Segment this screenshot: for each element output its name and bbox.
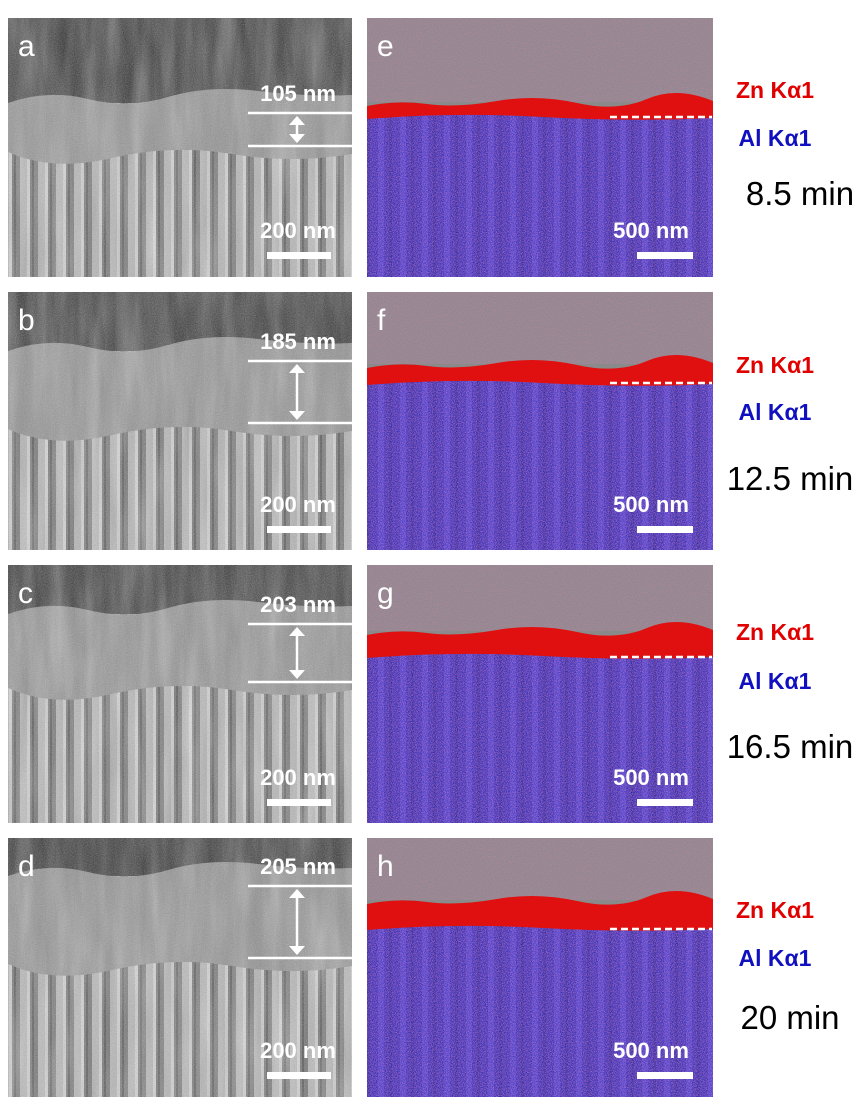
scale-bar — [637, 1072, 693, 1079]
thickness-label: 203 nm — [260, 592, 336, 617]
arrow-head — [289, 116, 305, 143]
zn-label: Zn Kα1 — [736, 77, 814, 103]
scale-bar — [267, 799, 331, 806]
zn-label: Zn Kα1 — [736, 897, 814, 923]
time-label: 8.5 min — [746, 175, 854, 212]
scale-label: 200 nm — [260, 1038, 336, 1063]
scale-bar — [267, 1072, 331, 1079]
eds-zinc-band — [367, 92, 713, 120]
scale-bar — [637, 799, 693, 806]
zn-label: Zn Kα1 — [736, 619, 814, 645]
panel-letter: e — [377, 30, 394, 63]
panel-letter: a — [18, 30, 35, 63]
sem-noise — [8, 565, 352, 823]
al-label: Al Kα1 — [739, 668, 812, 694]
time-label: 16.5 min — [727, 728, 854, 765]
panel-letter: d — [18, 850, 35, 883]
sem-noise — [8, 292, 352, 550]
eds-noise — [367, 114, 713, 277]
eds-zinc-band — [367, 621, 713, 659]
panel-letter: h — [377, 850, 394, 883]
scale-bar — [267, 252, 331, 259]
eds-dots — [367, 292, 713, 364]
scale-bar — [637, 526, 693, 533]
al-label: Al Kα1 — [739, 399, 812, 425]
scale-label: 500 nm — [613, 492, 689, 517]
al-label: Al Kα1 — [739, 945, 812, 971]
eds-zinc-band — [367, 354, 713, 386]
thickness-label: 185 nm — [260, 329, 336, 354]
scale-label: 200 nm — [260, 218, 336, 243]
eds-dots — [367, 565, 713, 631]
al-label: Al Kα1 — [739, 125, 812, 151]
time-label: 20 min — [740, 999, 839, 1036]
zn-label: Zn Kα1 — [736, 352, 814, 378]
scale-label: 200 nm — [260, 765, 336, 790]
time-label: 12.5 min — [727, 460, 854, 497]
eds-noise — [367, 925, 713, 1097]
eds-dots — [367, 18, 713, 102]
panel-letter: g — [377, 577, 394, 610]
eds-zinc-band — [367, 890, 713, 931]
scale-label: 500 nm — [613, 218, 689, 243]
eds-noise — [367, 653, 713, 823]
eds-dots — [367, 838, 713, 900]
panel-letter: b — [18, 304, 35, 337]
scale-bar — [267, 526, 331, 533]
sem-noise — [8, 838, 352, 1097]
scale-label: 500 nm — [613, 1038, 689, 1063]
thickness-label: 105 nm — [260, 81, 336, 106]
sem-noise — [8, 18, 352, 277]
thickness-label: 205 nm — [260, 854, 336, 879]
panel-letter: c — [18, 577, 33, 610]
scale-bar — [637, 252, 693, 259]
scale-label: 200 nm — [260, 492, 336, 517]
panel-letter: f — [377, 304, 386, 337]
eds-noise — [367, 380, 713, 550]
scale-label: 500 nm — [613, 765, 689, 790]
